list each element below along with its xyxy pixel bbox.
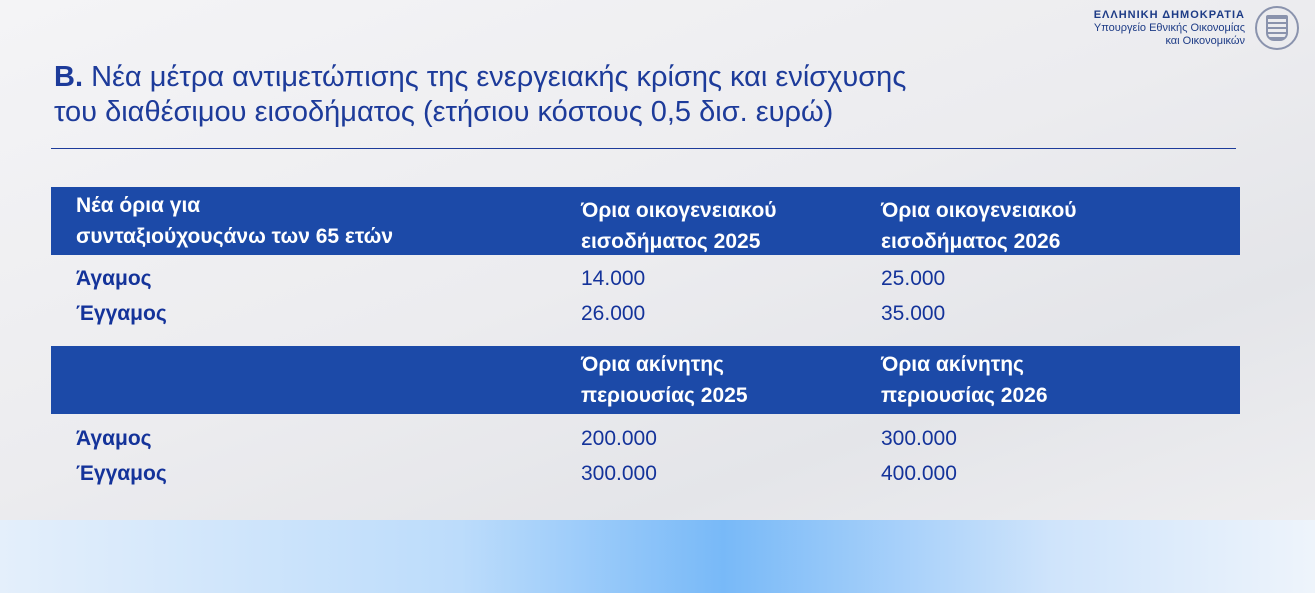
- table2-row-label: Άγαμος: [76, 427, 152, 450]
- bottom-decoration: [0, 520, 1315, 593]
- table2-cell: 200.000: [581, 427, 657, 450]
- seal-icon: [1255, 6, 1299, 50]
- title-prefix: Β.: [54, 61, 83, 93]
- table2-header-2026: Όρια ακίνητης περιουσίας 2026: [881, 353, 1048, 407]
- table2-cell: 300.000: [881, 427, 957, 450]
- table1-cell: 35.000: [881, 302, 946, 325]
- title-line1: Νέα μέτρα αντιμετώπισης της ενεργειακής …: [91, 61, 907, 93]
- table1-header-2025: Όρια οικογενειακού εισοδήματος 2025: [581, 199, 777, 253]
- table1-cell: 14.000: [581, 267, 646, 290]
- table1-header-band: [51, 187, 1240, 255]
- table2-header-band: [51, 346, 1240, 414]
- ministry-logo: ΕΛΛΗΝΙΚΗ ΔΗΜΟΚΡΑΤΙΑ Υπουργείο Εθνικής Οι…: [1094, 6, 1299, 50]
- gov-name: ΕΛΛΗΝΙΚΗ ΔΗΜΟΚΡΑΤΙΑ: [1093, 8, 1245, 21]
- table1-cell: 26.000: [581, 302, 646, 325]
- table1-row-label: Έγγαμος: [76, 302, 167, 325]
- title-line2: του διαθέσιμου εισοδήματος (ετήσιου κόστ…: [54, 96, 834, 128]
- table2-header-2025: Όρια ακίνητης περιουσίας 2025: [581, 353, 748, 407]
- table1-cell: 25.000: [881, 267, 946, 290]
- table2-cell: 400.000: [881, 462, 957, 485]
- table2-cell: 300.000: [581, 462, 657, 485]
- table1-header-category: Νέα όρια για συνταξιούχουςάνω των 65 ετών: [76, 194, 394, 248]
- ministry-line2: και Οικονομικών: [1165, 34, 1245, 47]
- ministry-line1: Υπουργείο Εθνικής Οικονομίας: [1093, 21, 1245, 34]
- table2-row-label: Έγγαμος: [76, 462, 167, 485]
- title-divider: [51, 148, 1236, 149]
- table1-header-2026: Όρια οικογενειακού εισοδήματος 2026: [881, 199, 1077, 253]
- page-title: Β. Νέα μέτρα αντιμετώπισης της ενεργειακ…: [54, 60, 906, 130]
- table1-row-label: Άγαμος: [76, 267, 152, 290]
